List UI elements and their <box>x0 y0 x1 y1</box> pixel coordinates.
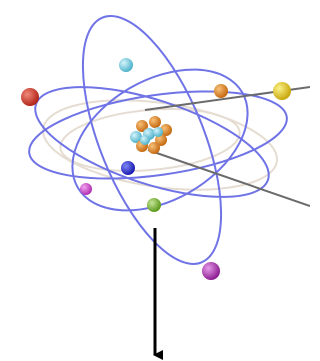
orbit <box>54 0 249 282</box>
nucleon <box>153 127 163 137</box>
electron <box>147 198 161 212</box>
atom-illustration <box>0 0 310 361</box>
nucleon <box>140 135 150 145</box>
electron <box>202 262 220 280</box>
electron <box>273 82 291 100</box>
electron <box>214 84 228 98</box>
electron <box>21 88 39 106</box>
nucleus <box>130 116 172 154</box>
electron <box>121 161 135 175</box>
page <box>0 0 320 361</box>
electron <box>119 58 133 72</box>
nucleon <box>149 116 161 128</box>
nucleon <box>148 142 160 154</box>
electron <box>80 183 92 195</box>
